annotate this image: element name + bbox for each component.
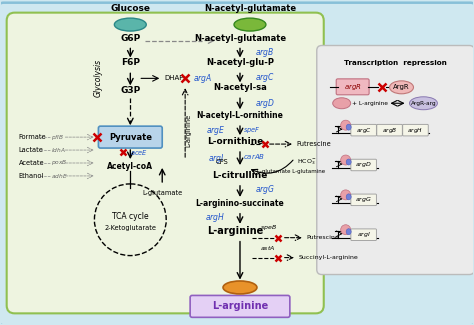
Text: TCA cycle: TCA cycle [112,212,149,221]
Text: Succinyl-L-arginine: Succinyl-L-arginine [299,255,358,260]
Text: $\mathit{argA}$: $\mathit{argA}$ [193,72,212,85]
Text: 2-Ketoglutarate: 2-Ketoglutarate [104,225,156,231]
Ellipse shape [410,97,438,110]
Text: DHAP: DHAP [164,75,183,81]
Text: L-arginine: L-arginine [185,113,191,147]
Ellipse shape [346,229,351,235]
Text: Acetate: Acetate [18,160,44,166]
Text: L-citrulline: L-citrulline [212,171,268,180]
FancyBboxPatch shape [99,126,162,148]
Text: $\mathit{argI}$: $\mathit{argI}$ [209,151,225,164]
Text: L-ornithine: L-ornithine [207,137,263,146]
Text: L-arginine: L-arginine [207,226,263,236]
Text: $\mathit{ldhA}$: $\mathit{ldhA}$ [51,146,65,154]
Text: L-glutamate: L-glutamate [142,190,182,196]
Text: $\mathit{pflB}$: $\mathit{pflB}$ [51,133,64,142]
Ellipse shape [346,159,351,165]
FancyBboxPatch shape [351,124,376,136]
Text: $\mathit{aceE}$: $\mathit{aceE}$ [130,148,148,157]
Text: $\mathit{argD}$: $\mathit{argD}$ [255,97,275,110]
FancyBboxPatch shape [351,159,376,171]
Text: $\mathit{argI}$: $\mathit{argI}$ [356,230,371,239]
Text: Putrescine: Putrescine [307,235,339,240]
FancyBboxPatch shape [351,229,376,240]
Text: L-arginino-succinate: L-arginino-succinate [196,199,284,208]
Text: $\mathit{argG}$: $\mathit{argG}$ [255,183,275,196]
Text: ArgR: ArgR [393,84,410,90]
Text: $\mathit{argC}$: $\mathit{argC}$ [356,126,372,135]
FancyBboxPatch shape [351,194,376,206]
Text: Ethanol: Ethanol [18,173,44,179]
Text: N-acetyl-glutamate: N-acetyl-glutamate [204,4,296,13]
Ellipse shape [234,18,266,31]
Text: Glucose: Glucose [110,4,150,13]
Text: Transcription  repression: Transcription repression [344,60,447,66]
Text: G6P: G6P [120,33,140,43]
FancyBboxPatch shape [7,13,324,313]
Text: $\mathit{carAB}$: $\mathit{carAB}$ [243,151,265,161]
Text: Glycolysis: Glycolysis [94,59,103,98]
Ellipse shape [114,18,146,31]
Ellipse shape [341,225,351,235]
Text: N-acetyl-glutamate: N-acetyl-glutamate [194,33,286,43]
Text: $\mathit{speB}$: $\mathit{speB}$ [260,223,277,232]
FancyBboxPatch shape [336,79,369,95]
Ellipse shape [223,281,257,294]
FancyBboxPatch shape [377,124,402,136]
FancyBboxPatch shape [317,46,474,275]
Ellipse shape [346,194,351,200]
Text: G3P: G3P [120,86,140,95]
Ellipse shape [341,155,351,165]
Text: $\mathit{argC}$: $\mathit{argC}$ [255,71,275,84]
Text: Pyruvate: Pyruvate [109,133,152,142]
Text: $\mathit{argR}$: $\mathit{argR}$ [344,82,362,92]
Text: L-arginine: L-arginine [212,301,268,311]
FancyBboxPatch shape [0,3,474,325]
Text: $\mathit{astA}$: $\mathit{astA}$ [260,244,275,252]
Ellipse shape [333,98,351,109]
Text: $\mathit{argB}$: $\mathit{argB}$ [255,46,274,59]
Text: $\mathit{argH}$: $\mathit{argH}$ [205,211,225,224]
Text: $\mathit{argE}$: $\mathit{argE}$ [206,124,225,136]
Text: Putrescine: Putrescine [297,141,332,147]
Text: Lactate: Lactate [18,147,44,153]
Text: L-glutamate L-glutamine: L-glutamate L-glutamine [257,169,325,175]
FancyBboxPatch shape [403,124,428,136]
Text: $\mathit{argH}$: $\mathit{argH}$ [408,126,423,135]
Text: F6P: F6P [121,58,140,67]
Ellipse shape [390,81,413,94]
Text: ArgR-arg: ArgR-arg [410,101,436,106]
Text: + L-arginine: + L-arginine [352,101,388,106]
Text: Formate: Formate [18,134,46,140]
Ellipse shape [341,120,351,130]
Text: HCO$_3^-$: HCO$_3^-$ [297,157,317,167]
Text: $\mathit{adhE}$: $\mathit{adhE}$ [51,172,67,180]
Text: N-acetyl-sa: N-acetyl-sa [213,83,267,92]
Text: CPS: CPS [215,159,228,165]
Ellipse shape [346,124,351,130]
Text: $\mathit{argG}$: $\mathit{argG}$ [355,195,372,204]
Text: Acetyl-coA: Acetyl-coA [107,162,153,172]
Text: N-acetyl-glu-P: N-acetyl-glu-P [206,58,274,67]
Text: N-acetyl-L-ornithine: N-acetyl-L-ornithine [197,111,283,120]
Text: $\mathit{speF}$: $\mathit{speF}$ [243,125,261,135]
Ellipse shape [341,190,351,200]
FancyBboxPatch shape [190,295,290,317]
Text: $\mathit{poxB}$: $\mathit{poxB}$ [51,159,67,167]
Text: $\mathit{argB}$: $\mathit{argB}$ [382,126,397,135]
Text: $\mathit{argD}$: $\mathit{argD}$ [355,161,372,170]
